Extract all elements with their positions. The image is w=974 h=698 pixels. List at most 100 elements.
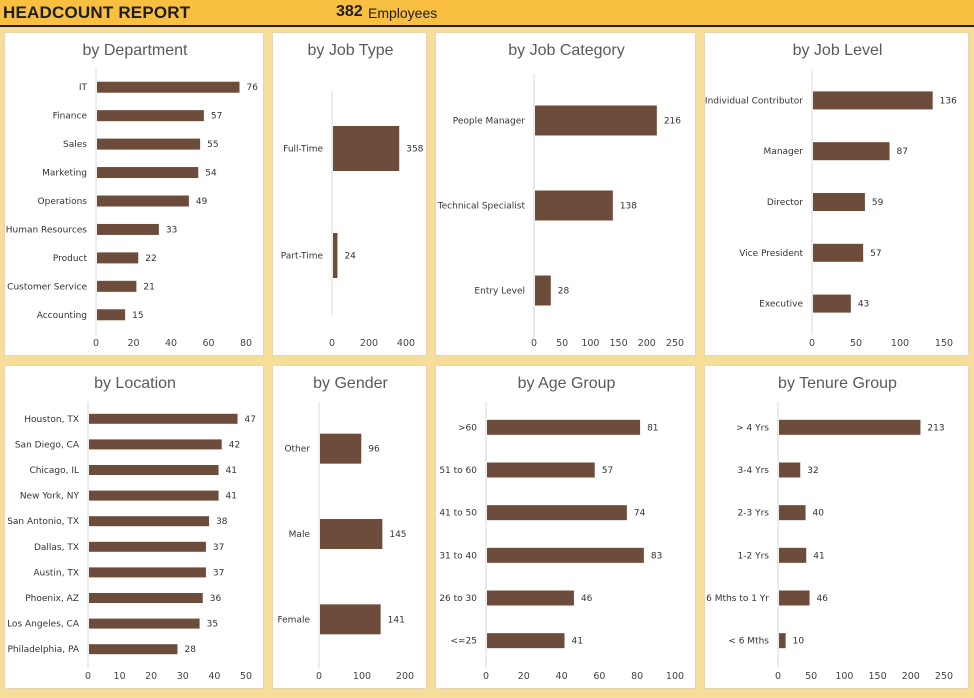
tenure-category-label: 6 Mths to 1 Yr (706, 594, 769, 604)
location-data-label: 42 (229, 440, 240, 450)
gender-bar (320, 604, 381, 635)
tenure-chart-title: by Tenure Group (778, 375, 897, 392)
joblevel-tick-label: 0 (809, 338, 815, 349)
location-bar (89, 644, 178, 655)
jobtype-bar (333, 233, 338, 278)
tenure-bar (779, 419, 921, 435)
location-category-label: Dallas, TX (34, 543, 79, 553)
chart-age-group: by Age Group >60 81 51 to 60 57 41 to 50 74 31 … (439, 375, 684, 682)
location-category-label: San Diego, CA (15, 440, 80, 450)
jobcategory-bar (535, 190, 613, 221)
jobtype-tick-label: 400 (397, 338, 415, 349)
joblevel-bar (813, 243, 864, 262)
gender-chart-title: by Gender (313, 375, 388, 392)
department-data-label: 54 (205, 169, 217, 179)
department-chart-title: by Department (83, 42, 188, 59)
department-category-label: Product (53, 254, 88, 264)
department-bar (97, 309, 126, 321)
department-data-label: 76 (247, 83, 259, 93)
chart-panel-gender: by Gender Other 96 Male 145 Female 141 0 100 200 (272, 365, 427, 689)
agegroup-bar (487, 590, 574, 606)
department-bar (97, 252, 139, 264)
location-category-label: Phoenix, AZ (25, 594, 79, 604)
agegroup-data-label: 57 (602, 466, 613, 476)
tenure-data-label: 41 (813, 551, 824, 561)
tenure-bar (779, 547, 807, 563)
location-tick-label: 10 (114, 671, 126, 682)
jobcategory-data-label: 138 (620, 202, 637, 212)
department-data-label: 49 (196, 197, 208, 207)
agegroup-bar (487, 505, 627, 521)
location-data-label: 41 (226, 492, 237, 502)
jobcategory-category-label: People Manager (453, 117, 526, 127)
tenure-bar (779, 633, 786, 649)
location-data-label: 37 (213, 568, 224, 578)
chart-panel-location: by Location Houston, TX 47 San Diego, CA 42 C… (4, 365, 264, 689)
agegroup-category-label: 41 to 50 (439, 509, 477, 519)
department-bar (97, 195, 189, 207)
department-category-label: Human Resources (6, 225, 88, 235)
department-tick-label: 20 (127, 338, 139, 349)
department-category-label: Marketing (42, 169, 87, 179)
jobcategory-tick-label: 150 (610, 338, 628, 349)
department-tick-label: 60 (202, 338, 214, 349)
joblevel-data-label: 136 (940, 96, 957, 106)
joblevel-tick-label: 100 (891, 338, 909, 349)
location-data-label: 47 (245, 415, 256, 425)
gender-tick-label: 100 (353, 671, 371, 682)
location-category-label: Los Angeles, CA (7, 620, 80, 630)
agegroup-data-label: 41 (571, 637, 582, 647)
location-bar (89, 567, 206, 578)
tenure-category-label: 1-2 Yrs (738, 551, 770, 561)
jobcategory-chart-title: by Job Category (508, 42, 625, 59)
tenure-tick-label: 100 (835, 671, 853, 682)
department-category-label: Finance (53, 112, 88, 122)
joblevel-tick-label: 50 (850, 338, 862, 349)
jobtype-tick-label: 200 (360, 338, 378, 349)
agegroup-bar (487, 633, 565, 649)
jobcategory-category-label: Entry Level (474, 287, 525, 297)
gender-category-label: Other (284, 445, 310, 455)
gender-bar (320, 433, 362, 464)
department-data-label: 21 (143, 282, 154, 292)
chart-panel-department: by Department IT 76 Finance 57 Sales 55 Marketi… (4, 32, 264, 356)
department-bar (97, 223, 159, 235)
location-category-label: Austin, TX (33, 568, 79, 578)
location-tick-label: 0 (85, 671, 91, 682)
department-category-label: IT (79, 83, 88, 93)
gender-tick-label: 0 (316, 671, 322, 682)
tenure-bar (779, 590, 810, 606)
tenure-bar (779, 462, 801, 478)
chart-panel-job-type: by Job Type Full-Time 358 Part-Time 24 0 200 40… (272, 32, 427, 356)
employee-count-label: Employees (368, 5, 438, 21)
location-bar (89, 465, 219, 475)
department-data-label: 33 (166, 225, 177, 235)
agegroup-tick-label: 60 (593, 671, 605, 682)
agegroup-category-label: 26 to 30 (439, 594, 477, 604)
tenure-category-label: 2-3 Yrs (738, 509, 770, 519)
gender-bar (320, 519, 383, 549)
agegroup-category-label: 31 to 40 (439, 551, 477, 561)
agegroup-tick-label: 20 (518, 671, 530, 682)
gender-tick-label: 200 (396, 671, 414, 682)
joblevel-bar (813, 91, 933, 110)
location-category-label: Chicago, IL (29, 466, 79, 476)
chart-tenure-group: by Tenure Group > 4 Yrs 213 3-4 Yrs 32 2-3 Yr… (706, 375, 953, 682)
jobcategory-tick-label: 200 (638, 338, 656, 349)
tenure-category-label: > 4 Yrs (736, 423, 769, 433)
department-bar (97, 167, 199, 179)
joblevel-chart-title: by Job Level (793, 42, 883, 59)
department-tick-label: 0 (93, 338, 99, 349)
location-bar (89, 516, 210, 527)
location-category-label: Houston, TX (24, 415, 79, 425)
jobtype-data-label: 358 (406, 145, 423, 155)
department-data-label: 57 (211, 112, 222, 122)
joblevel-bar (813, 294, 851, 313)
gender-data-label: 141 (388, 615, 405, 625)
joblevel-data-label: 43 (858, 300, 869, 310)
agegroup-data-label: 46 (581, 594, 593, 604)
tenure-tick-label: 150 (869, 671, 887, 682)
agegroup-bar (487, 419, 641, 435)
joblevel-category-label: Individual Contributor (705, 96, 803, 106)
jobcategory-data-label: 216 (664, 117, 681, 127)
